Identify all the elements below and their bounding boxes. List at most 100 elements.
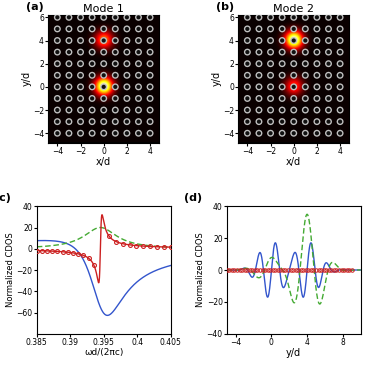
Circle shape [280, 38, 284, 43]
Circle shape [78, 85, 82, 89]
Circle shape [302, 72, 309, 79]
Circle shape [55, 27, 59, 31]
Circle shape [148, 96, 152, 100]
Circle shape [337, 130, 344, 137]
Circle shape [54, 83, 61, 90]
Circle shape [78, 108, 82, 112]
Circle shape [77, 26, 84, 32]
Circle shape [269, 120, 273, 124]
Circle shape [279, 118, 286, 125]
Circle shape [337, 83, 344, 90]
Circle shape [244, 95, 251, 102]
Circle shape [77, 37, 84, 44]
Circle shape [67, 15, 71, 20]
Circle shape [67, 131, 71, 135]
Circle shape [267, 60, 274, 67]
Circle shape [244, 60, 251, 67]
Circle shape [90, 73, 94, 77]
Circle shape [100, 130, 107, 137]
Circle shape [125, 73, 129, 77]
Y-axis label: Normalized CDOS: Normalized CDOS [6, 232, 15, 308]
Text: (a): (a) [26, 2, 43, 12]
Circle shape [135, 130, 142, 137]
Circle shape [100, 60, 107, 67]
Circle shape [100, 83, 107, 90]
Circle shape [257, 108, 261, 112]
Circle shape [292, 15, 296, 20]
Circle shape [315, 108, 319, 112]
Circle shape [125, 38, 129, 43]
Circle shape [292, 108, 296, 112]
Circle shape [290, 49, 297, 55]
Circle shape [135, 106, 142, 114]
Circle shape [148, 108, 152, 112]
Circle shape [292, 96, 296, 100]
Circle shape [302, 14, 309, 21]
Circle shape [255, 60, 262, 67]
Circle shape [290, 95, 297, 102]
Circle shape [255, 130, 262, 137]
Circle shape [269, 108, 273, 112]
Circle shape [66, 49, 72, 55]
Circle shape [146, 26, 153, 32]
X-axis label: ωd/(2πc): ωd/(2πc) [84, 348, 123, 357]
Circle shape [146, 130, 153, 137]
Circle shape [77, 49, 84, 55]
Circle shape [244, 14, 251, 21]
Circle shape [269, 62, 273, 66]
Circle shape [257, 120, 261, 124]
Circle shape [337, 49, 344, 55]
Circle shape [135, 118, 142, 125]
Circle shape [292, 38, 296, 43]
Circle shape [89, 37, 96, 44]
Circle shape [135, 49, 142, 55]
Circle shape [326, 120, 330, 124]
X-axis label: y/d: y/d [286, 348, 301, 358]
Circle shape [102, 108, 106, 112]
Circle shape [55, 50, 59, 54]
Circle shape [78, 96, 82, 100]
Circle shape [279, 26, 286, 32]
Circle shape [292, 27, 296, 31]
Title: Mode 1: Mode 1 [83, 4, 124, 14]
Circle shape [146, 49, 153, 55]
Circle shape [302, 95, 309, 102]
Circle shape [123, 14, 130, 21]
Circle shape [269, 73, 273, 77]
Circle shape [302, 83, 309, 90]
Circle shape [55, 108, 59, 112]
Circle shape [280, 50, 284, 54]
Circle shape [135, 72, 142, 79]
Circle shape [315, 38, 319, 43]
Circle shape [77, 106, 84, 114]
Circle shape [55, 73, 59, 77]
Circle shape [244, 72, 251, 79]
Circle shape [112, 49, 119, 55]
Circle shape [314, 26, 321, 32]
Circle shape [303, 85, 307, 89]
Circle shape [244, 26, 251, 32]
Circle shape [102, 96, 106, 100]
Circle shape [102, 15, 106, 20]
Circle shape [279, 83, 286, 90]
Circle shape [267, 95, 274, 102]
Circle shape [55, 131, 59, 135]
Circle shape [78, 131, 82, 135]
Circle shape [54, 60, 61, 67]
Circle shape [269, 38, 273, 43]
Circle shape [54, 130, 61, 137]
Circle shape [338, 50, 342, 54]
Circle shape [112, 60, 119, 67]
Circle shape [338, 96, 342, 100]
Circle shape [67, 73, 71, 77]
Circle shape [257, 27, 261, 31]
Circle shape [290, 60, 297, 67]
Circle shape [244, 83, 251, 90]
Circle shape [302, 106, 309, 114]
Circle shape [112, 118, 119, 125]
Circle shape [66, 26, 72, 32]
Circle shape [89, 95, 96, 102]
Circle shape [125, 96, 129, 100]
Circle shape [67, 62, 71, 66]
Circle shape [280, 85, 284, 89]
